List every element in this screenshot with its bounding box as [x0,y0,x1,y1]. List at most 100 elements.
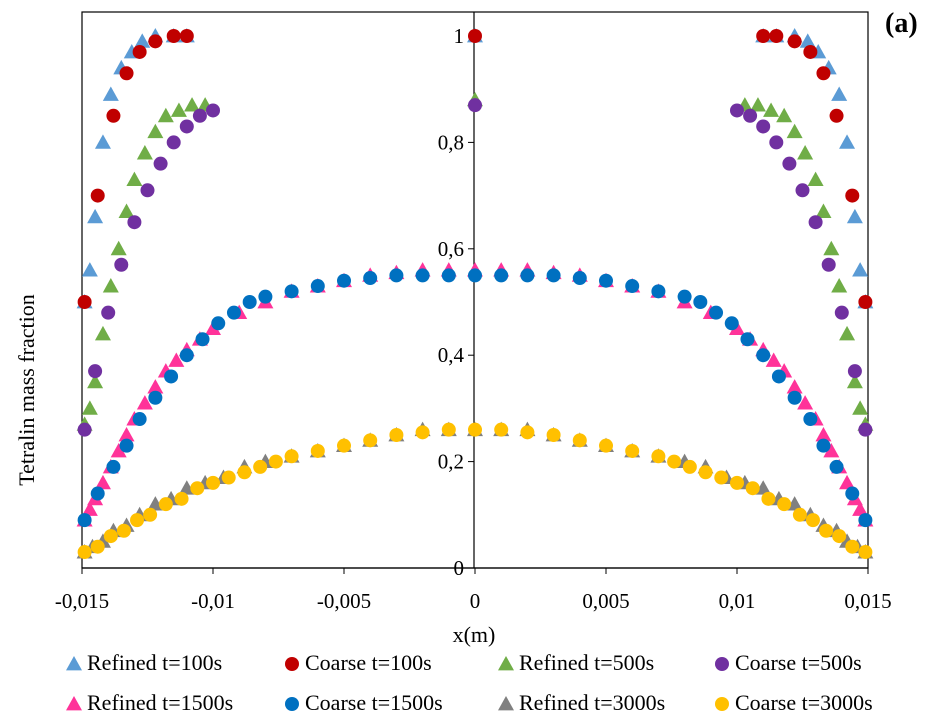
point-coarse-t-1500s [90,486,105,501]
point-coarse-t-1500s [211,316,226,331]
point-coarse-t-3000s [745,481,760,496]
point-refined-t-1500s [168,352,185,367]
point-coarse-t-500s [166,135,181,150]
legend-item: Refined t=500s [496,650,654,676]
point-coarse-t-1500s [709,305,724,320]
legend-marker-shape [66,656,82,671]
y-tick-label: 0,8 [438,130,464,154]
point-coarse-t-100s [166,29,181,43]
point-refined-t-500s [776,107,793,123]
legend-marker [498,696,514,711]
point-coarse-t-100s [468,29,482,43]
y-tick-label: 1 [454,24,465,48]
point-refined-t-1500s [147,379,164,394]
series-5 [77,268,873,528]
point-refined-t-3000s [786,496,803,511]
y-tick-label: 0,6 [438,237,464,261]
point-refined-t-1500s [797,395,814,410]
point-coarse-t-1500s [845,486,860,501]
legend-item: Refined t=1500s [64,690,233,716]
y-tick-label: 0 [454,556,465,580]
legend-label: Refined t=100s [87,650,223,675]
point-coarse-t-100s [829,108,844,123]
point-coarse-t-500s [127,215,142,230]
point-coarse-t-1500s [258,289,273,304]
point-coarse-t-1500s [226,305,241,320]
point-coarse-t-1500s [363,271,378,286]
legend-item: Coarse t=500s [712,650,862,676]
point-refined-t-100s [846,208,863,224]
point-coarse-t-3000s [667,454,682,469]
point-coarse-t-500s [834,305,849,320]
point-coarse-t-3000s [103,529,118,544]
point-refined-t-500s [147,123,164,139]
point-refined-t-500s [87,373,104,389]
point-coarse-t-3000s [337,438,351,453]
point-refined-t-1500s [118,427,135,442]
point-coarse-t-100s [756,29,771,43]
legend-marker-shape [285,697,299,711]
point-refined-t-500s [839,325,856,341]
legend-marker [285,657,299,671]
x-tick-label: -0,005 [317,589,371,613]
point-coarse-t-3000s [599,438,613,453]
point-coarse-t-3000s [845,539,860,554]
legend-label: Refined t=3000s [519,690,666,715]
point-coarse-t-3000s [805,513,820,528]
point-refined-t-3000s [147,496,164,511]
point-coarse-t-3000s [158,497,173,512]
point-coarse-t-100s [769,29,784,43]
point-refined-t-500s [81,400,98,415]
legend-marker [715,697,729,711]
point-coarse-t-3000s [389,428,404,442]
point-coarse-t-3000s [174,491,189,506]
point-coarse-t-3000s [116,523,131,538]
x-axis-title: x(m) [452,622,496,647]
point-coarse-t-1500s [816,438,831,453]
point-coarse-t-100s [77,295,92,309]
point-coarse-t-3000s [777,497,792,512]
point-refined-t-1500s [786,379,803,394]
legend-label: Coarse t=1500s [305,690,443,715]
point-coarse-t-1500s [520,268,535,283]
point-coarse-t-500s [206,103,220,118]
point-coarse-t-100s [132,44,147,59]
point-coarse-t-100s [858,295,873,309]
point-refined-t-1500s [823,442,840,458]
point-refined-t-3000s [178,480,195,495]
point-coarse-t-1500s [77,513,92,528]
point-refined-t-100s [94,134,111,149]
point-refined-t-500s [110,240,127,256]
point-refined-t-500s [823,240,840,256]
point-refined-t-3000s [755,480,772,495]
point-coarse-t-3000s [130,513,145,528]
point-refined-t-500s [170,102,187,117]
point-coarse-t-100s [148,34,163,49]
point-coarse-t-1500s [148,390,163,405]
point-coarse-t-500s [730,103,744,118]
legend-marker-shape [498,656,514,671]
point-coarse-t-1500s [242,295,257,309]
point-coarse-t-100s [803,44,818,59]
legend-marker [66,696,82,711]
point-coarse-t-1500s [284,284,299,299]
point-coarse-t-3000s [468,422,482,437]
point-coarse-t-3000s [237,465,252,480]
point-coarse-t-500s [179,119,194,134]
point-coarse-t-3000s [77,545,92,560]
point-coarse-t-3000s [190,481,205,496]
point-refined-t-100s [852,262,869,277]
point-coarse-t-3000s [698,465,713,480]
point-refined-t-500s [852,400,869,415]
point-coarse-t-1500s [132,412,147,427]
point-coarse-t-1500s [106,459,121,474]
axis-ticks: 0 0,2 0,4 0,6 0,8 1 -0,015 -0,01 -0,005 0 0,005 0,0… [55,24,892,613]
point-refined-t-500s [136,145,153,160]
point-refined-t-500s [831,278,848,293]
point-coarse-t-3000s [832,529,847,544]
point-refined-t-100s [839,134,856,149]
point-coarse-t-1500s [803,412,818,427]
point-coarse-t-3000s [268,454,283,469]
legend-marker-shape [498,696,514,711]
point-coarse-t-500s [101,305,116,320]
